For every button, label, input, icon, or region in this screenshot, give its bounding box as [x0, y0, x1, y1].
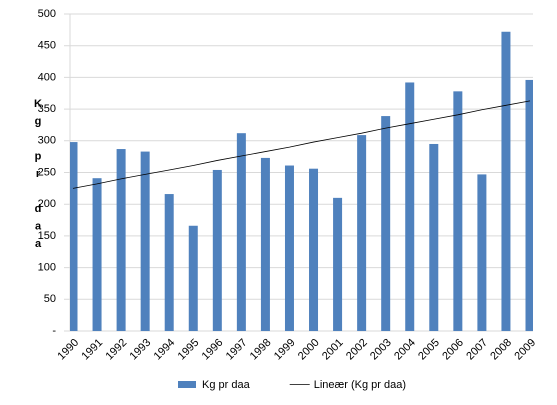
y-tick-label: 400: [38, 71, 56, 83]
bar: [309, 168, 319, 331]
x-tick-label: 2002: [344, 337, 370, 363]
y-tick-label: 250: [38, 166, 56, 178]
bar: [405, 82, 415, 331]
legend-swatch: [178, 381, 196, 388]
x-tick-label: 2009: [512, 337, 538, 363]
bar: [453, 91, 463, 332]
bar: [477, 174, 487, 331]
bar: [357, 135, 367, 331]
legend-label: Kg pr daa: [202, 379, 251, 391]
bar: [260, 157, 270, 331]
x-tick-label: 2005: [416, 337, 442, 363]
x-tick-label: 2001: [320, 337, 346, 363]
x-tick-label: 2008: [488, 337, 514, 363]
bars: [70, 31, 533, 332]
trend-line: [72, 100, 531, 189]
x-tick-label: 2006: [440, 337, 466, 363]
x-tick-label: 1999: [272, 337, 298, 363]
y-tick-label: 350: [38, 103, 56, 115]
x-tick-label: 1994: [152, 337, 178, 363]
y-tick-label: 500: [38, 8, 56, 20]
bar: [236, 133, 246, 331]
x-tick-label: 2007: [464, 337, 490, 363]
x-tick-label: 1990: [55, 337, 81, 363]
bar: [212, 169, 222, 331]
y-tick-label: 200: [38, 198, 56, 210]
x-tick-label: 1998: [248, 337, 274, 363]
bar: [70, 142, 78, 331]
y-tick-label: 50: [44, 293, 56, 305]
bar: [333, 197, 343, 331]
bar: [188, 225, 198, 331]
bar: [92, 178, 102, 331]
x-tick-label: 1992: [103, 337, 129, 363]
bar: [164, 194, 174, 331]
x-tick-label: 2004: [392, 337, 418, 363]
x-tick-label: 2000: [296, 337, 322, 363]
legend-label: Lineær (Kg pr daa): [314, 379, 406, 391]
bar: [116, 149, 126, 331]
bar: [525, 79, 533, 331]
bar: [381, 116, 391, 331]
x-tick-label: 1993: [128, 337, 154, 363]
x-tick-label: 1991: [79, 337, 105, 363]
y-tick-label: 100: [38, 262, 56, 274]
x-tick-label: 2003: [368, 337, 394, 363]
x-tick-label: 1997: [224, 337, 250, 363]
bar: [284, 165, 294, 331]
bar: [429, 143, 439, 331]
y-tick-label: 150: [38, 230, 56, 242]
bar: [501, 31, 511, 331]
y-tick-label: 300: [38, 135, 56, 147]
x-tick-label: 1995: [176, 337, 202, 363]
y-tick-label: -: [52, 325, 56, 337]
x-tick-label: 1996: [200, 337, 226, 363]
bar: [140, 151, 150, 331]
y-tick-label: 450: [38, 40, 56, 52]
grid: [64, 13, 533, 332]
